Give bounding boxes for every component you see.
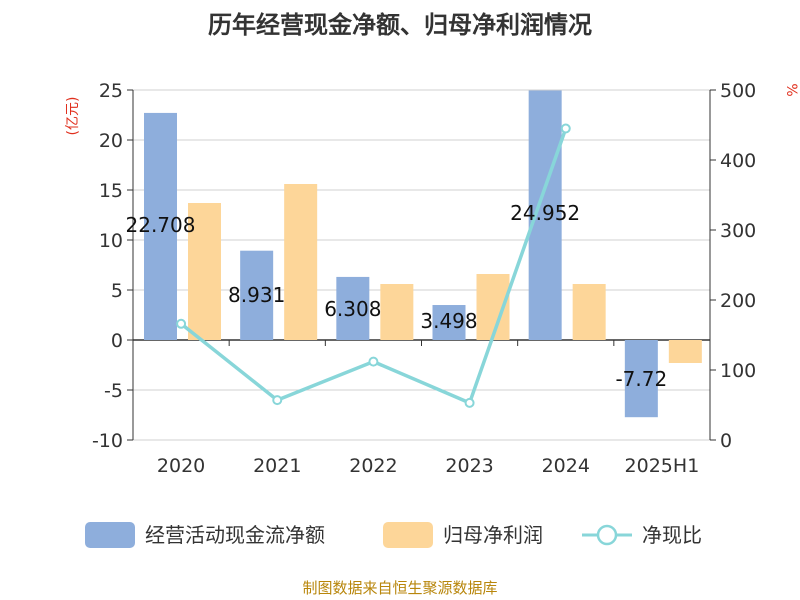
right-axis-unit: %	[783, 83, 799, 96]
ratio-point	[368, 356, 379, 367]
x-tick-label: 2024	[542, 455, 590, 477]
left-tick-label: 25	[99, 80, 123, 102]
right-tick-label: 400	[720, 150, 756, 172]
bar-operating-cashflow	[240, 250, 274, 340]
ratio-point	[272, 395, 283, 406]
legend-marker-ratio	[596, 524, 618, 546]
ratio-point	[464, 397, 475, 408]
bar-net-profit	[188, 203, 221, 340]
ratio-point	[176, 318, 187, 329]
left-axis: 25 20 15 10 5 0 -5 -10	[92, 80, 134, 452]
bar-net-profit	[572, 284, 606, 340]
bar-data-label: 3.498	[420, 309, 477, 333]
bar-net-profit	[380, 284, 414, 340]
legend-label: 归母净利润	[443, 523, 543, 547]
left-tick-label: 0	[111, 330, 123, 352]
legend-swatch-cashflow	[85, 522, 135, 548]
bar-net-profit	[668, 340, 702, 363]
left-tick-label: 15	[99, 180, 123, 202]
left-tick-label: 10	[99, 230, 123, 252]
left-tick-label: 20	[99, 130, 123, 152]
bar-operating-cashflow	[432, 305, 466, 340]
bar-data-label: 24.952	[510, 201, 580, 225]
bar-net-profit	[284, 184, 318, 340]
right-axis: 500 400 300 200 100 0	[709, 80, 756, 452]
left-tick-label: -5	[104, 380, 123, 402]
right-tick-label: 300	[720, 220, 756, 242]
x-tick-label: 2023	[445, 455, 493, 477]
x-tick-label: 2021	[253, 455, 301, 477]
ratio-line	[176, 123, 571, 408]
right-tick-label: 100	[720, 360, 756, 382]
x-axis: 2020 2021 2022 2023 2024 2025H1	[157, 340, 699, 477]
bar-data-label: -7.72	[615, 367, 667, 391]
legend-swatch-profit	[383, 522, 433, 548]
right-tick-label: 0	[720, 430, 732, 452]
legend-label: 净现比	[642, 523, 702, 547]
left-axis-unit: (亿元)	[65, 97, 81, 136]
left-tick-label: -10	[92, 430, 123, 452]
bar-operating-cashflow	[144, 112, 177, 340]
bar-data-label: 22.708	[126, 213, 196, 237]
left-tick-label: 5	[111, 280, 123, 302]
bar-operating-cashflow	[624, 340, 658, 418]
bar-operating-cashflow	[336, 276, 370, 340]
data-labels: 22.708 8.931 6.308 3.498 24.952 -7.72	[126, 201, 668, 391]
chart-title: 历年经营现金净额、归母净利润情况	[208, 11, 592, 39]
right-tick-label: 200	[720, 290, 756, 312]
legend-label: 经营活动现金流净额	[145, 523, 325, 547]
x-tick-label: 2022	[349, 455, 397, 477]
x-tick-label: 2025H1	[625, 455, 700, 477]
right-tick-label: 500	[720, 80, 756, 102]
ratio-point	[560, 123, 571, 134]
x-tick-label: 2020	[157, 455, 205, 477]
bar-data-label: 8.931	[228, 283, 285, 307]
bars	[144, 90, 702, 418]
legend: 经营活动现金流净额 归母净利润 净现比	[85, 522, 702, 548]
bar-data-label: 6.308	[324, 297, 381, 321]
source-note: 制图数据来自恒生聚源数据库	[302, 579, 497, 597]
